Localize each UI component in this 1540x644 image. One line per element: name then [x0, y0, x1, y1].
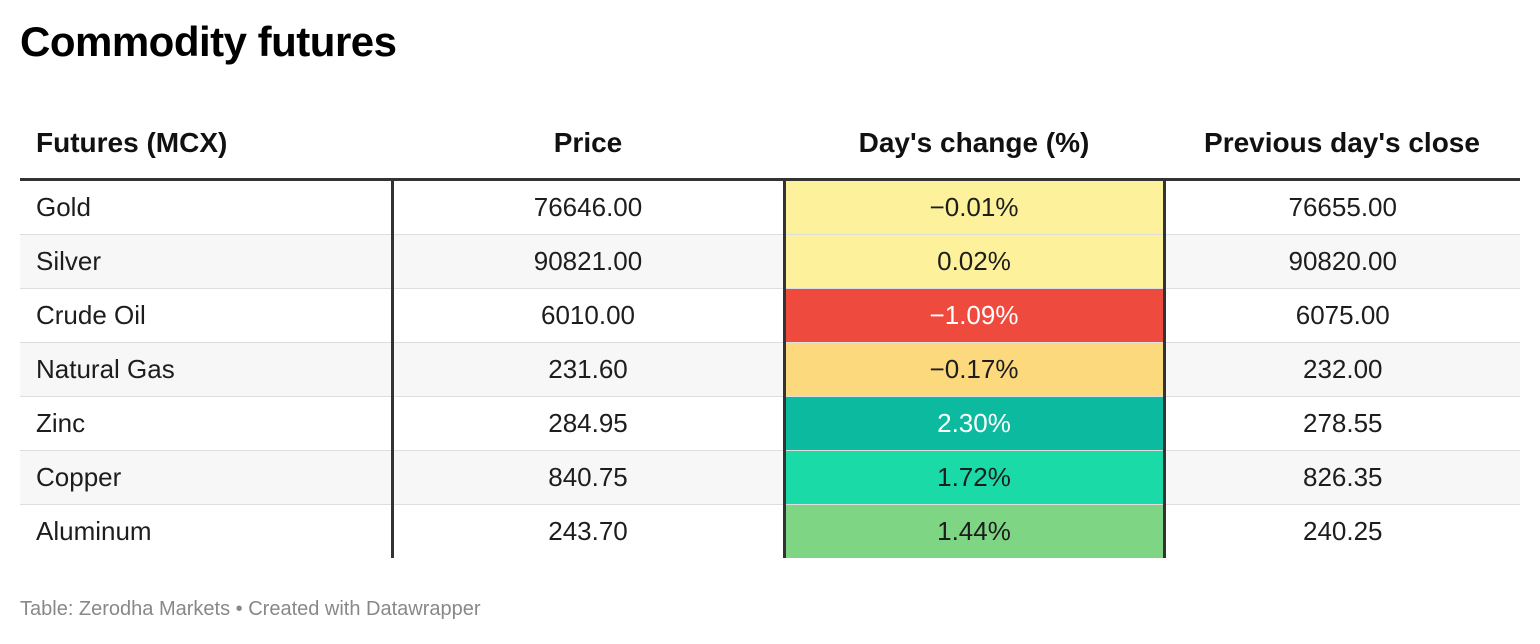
- column-header-previous-close[interactable]: Previous day's close: [1164, 108, 1520, 181]
- table-row: Natural Gas 231.60 −0.17% 232.00: [20, 342, 1520, 397]
- commodity-name-cell: Crude Oil: [20, 288, 394, 343]
- table-header: Futures (MCX) Price Day's change (%) Pre…: [20, 108, 1520, 181]
- days-change-cell: 2.30%: [784, 396, 1166, 451]
- commodity-name-cell: Natural Gas: [20, 342, 394, 397]
- previous-close-cell: 6075.00: [1164, 288, 1520, 343]
- price-cell: 243.70: [392, 504, 786, 558]
- days-change-cell: −0.01%: [784, 179, 1166, 235]
- previous-close-cell: 90820.00: [1164, 234, 1520, 289]
- commodity-name-cell: Aluminum: [20, 504, 394, 558]
- table-row: Silver 90821.00 0.02% 90820.00: [20, 234, 1520, 289]
- source-credit: Table: Zerodha Markets • Created with Da…: [20, 598, 481, 620]
- days-change-cell: −1.09%: [784, 288, 1166, 343]
- price-cell: 840.75: [392, 450, 786, 505]
- table-row: Zinc 284.95 2.30% 278.55: [20, 396, 1520, 451]
- table-row: Aluminum 243.70 1.44% 240.25: [20, 504, 1520, 558]
- days-change-cell: 1.72%: [784, 450, 1166, 505]
- commodity-name-cell: Gold: [20, 179, 394, 235]
- commodity-name-cell: Silver: [20, 234, 394, 289]
- previous-close-cell: 826.35: [1164, 450, 1520, 505]
- commodity-name-cell: Zinc: [20, 396, 394, 451]
- days-change-cell: −0.17%: [784, 342, 1166, 397]
- price-cell: 284.95: [392, 396, 786, 451]
- column-header-price[interactable]: Price: [392, 108, 784, 181]
- commodity-table: Futures (MCX) Price Day's change (%) Pre…: [20, 108, 1520, 558]
- table-row: Gold 76646.00 −0.01% 76655.00: [20, 179, 1520, 235]
- table-row: Crude Oil 6010.00 −1.09% 6075.00: [20, 288, 1520, 343]
- header-row: Futures (MCX) Price Day's change (%) Pre…: [20, 108, 1520, 181]
- page-title: Commodity futures: [20, 18, 397, 65]
- commodity-name-cell: Copper: [20, 450, 394, 505]
- price-cell: 231.60: [392, 342, 786, 397]
- previous-close-cell: 232.00: [1164, 342, 1520, 397]
- days-change-cell: 1.44%: [784, 504, 1166, 558]
- column-header-futures[interactable]: Futures (MCX): [20, 108, 392, 181]
- table-body: Gold 76646.00 −0.01% 76655.00 Silver 90821.00…: [20, 179, 1520, 558]
- column-header-days-change[interactable]: Day's change (%): [784, 108, 1164, 181]
- previous-close-cell: 278.55: [1164, 396, 1520, 451]
- price-cell: 76646.00: [392, 179, 786, 235]
- price-cell: 6010.00: [392, 288, 786, 343]
- days-change-cell: 0.02%: [784, 234, 1166, 289]
- price-cell: 90821.00: [392, 234, 786, 289]
- previous-close-cell: 240.25: [1302, 516, 1383, 546]
- previous-close-cell: 76655.00: [1164, 179, 1520, 235]
- table-row: Copper 840.75 1.72% 826.35: [20, 450, 1520, 505]
